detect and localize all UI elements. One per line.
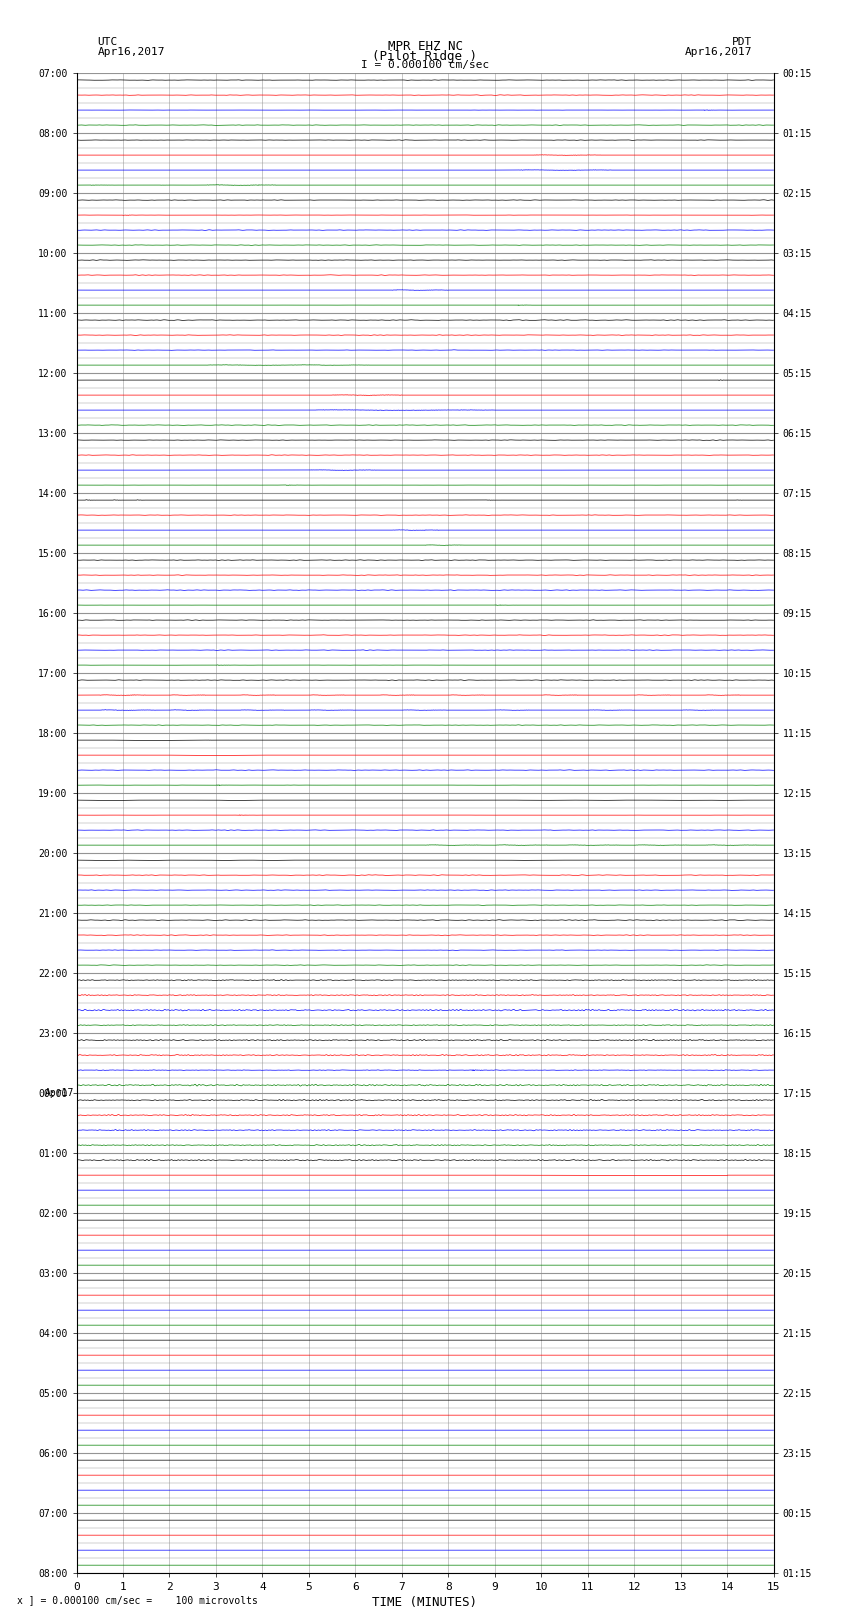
Text: I = 0.000100 cm/sec: I = 0.000100 cm/sec <box>361 60 489 69</box>
Text: Apr17: Apr17 <box>44 1087 74 1097</box>
Text: MPR EHZ NC: MPR EHZ NC <box>388 40 462 53</box>
Text: Apr16,2017: Apr16,2017 <box>98 47 165 56</box>
Text: x ] = 0.000100 cm/sec =    100 microvolts: x ] = 0.000100 cm/sec = 100 microvolts <box>17 1595 258 1605</box>
Text: PDT: PDT <box>732 37 752 47</box>
Text: UTC: UTC <box>98 37 118 47</box>
Text: (Pilot Ridge ): (Pilot Ridge ) <box>372 50 478 63</box>
X-axis label: TIME (MINUTES): TIME (MINUTES) <box>372 1595 478 1608</box>
Text: Apr16,2017: Apr16,2017 <box>685 47 752 56</box>
